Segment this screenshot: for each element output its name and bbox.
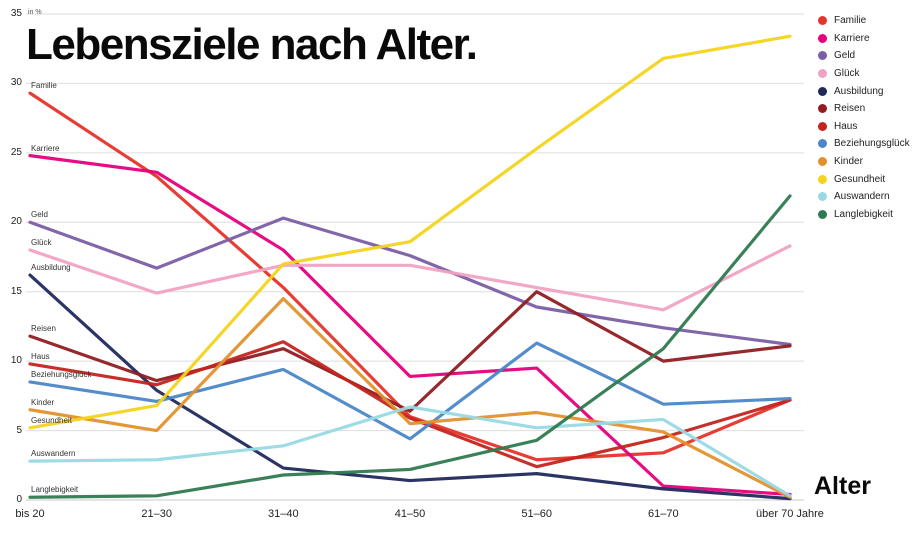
- legend-dot-gesundheit: [818, 174, 827, 184]
- legend-label: Auswandern: [834, 191, 890, 203]
- legend-item-familie: Familie: [818, 12, 910, 30]
- legend-dot-langlebigkeit: [818, 209, 827, 219]
- x-tick-1: 21–30: [141, 508, 172, 520]
- series-start-label-familie: Familie: [31, 81, 57, 91]
- y-tick-35: 35: [10, 8, 22, 19]
- legend-dot-karriere: [818, 33, 827, 43]
- series-start-label-reisen: Reisen: [31, 324, 56, 334]
- series-line-langlebigkeit: [28, 194, 792, 499]
- legend-label: Karriere: [834, 32, 870, 44]
- legend-item-reisen: Reisen: [818, 100, 910, 118]
- y-tick-25: 25: [10, 146, 22, 158]
- series-start-label-glück: Glück: [31, 238, 52, 248]
- legend-dot-kinder: [818, 157, 827, 167]
- legend-item-geld: Geld: [818, 47, 910, 65]
- series-start-label-haus: Haus: [31, 351, 50, 361]
- series-line-kinder: [28, 297, 792, 499]
- series-line-reisen: [28, 290, 792, 413]
- y-tick-5: 5: [16, 424, 22, 436]
- series-start-label-langlebigkeit: Langlebigkeit: [31, 485, 79, 495]
- series-line-glück: [28, 244, 792, 312]
- y-tick-10: 10: [10, 355, 22, 367]
- legend-dot-glück: [818, 69, 827, 79]
- legend-item-gesundheit: Gesundheit: [818, 170, 910, 188]
- series-line-karriere: [28, 154, 792, 497]
- y-tick-15: 15: [10, 285, 22, 297]
- legend: Familie Karriere Geld Glück Ausbildung Reisen…: [818, 12, 910, 223]
- series-start-label-gesundheit: Gesundheit: [31, 415, 72, 425]
- series-start-label-kinder: Kinder: [31, 397, 55, 407]
- legend-label: Langlebigkeit: [834, 208, 893, 220]
- legend-dot-reisen: [818, 104, 827, 114]
- legend-item-haus: Haus: [818, 118, 910, 136]
- legend-item-langlebigkeit: Langlebigkeit: [818, 206, 910, 224]
- series-line-auswandern: [28, 405, 792, 498]
- chart-title: Lebensziele nach Alter.: [26, 20, 478, 69]
- series-line-geld: [28, 216, 792, 347]
- legend-item-kinder: Kinder: [818, 153, 910, 171]
- legend-item-karriere: Karriere: [818, 30, 910, 48]
- legend-label: Gesundheit: [834, 173, 886, 185]
- legend-label: Reisen: [834, 103, 866, 115]
- legend-dot-beziehungsglück: [818, 139, 827, 149]
- legend-item-beziehungsglück: Beziehungsglück: [818, 135, 910, 153]
- legend-dot-auswandern: [818, 192, 827, 202]
- series-start-label-auswandern: Auswandern: [31, 449, 76, 459]
- y-tick-20: 20: [10, 216, 22, 228]
- series-line-beziehungsglück: [28, 341, 792, 441]
- x-tick-3: 41–50: [394, 508, 426, 520]
- legend-dot-familie: [818, 16, 827, 26]
- x-axis-title: Alter: [814, 472, 871, 500]
- series-start-label-ausbildung: Ausbildung: [31, 263, 71, 273]
- legend-dot-ausbildung: [818, 86, 827, 96]
- legend-dot-geld: [818, 51, 827, 61]
- series-start-label-geld: Geld: [31, 210, 48, 220]
- series-start-label-beziehungsglück: Beziehungsglück: [31, 369, 92, 379]
- x-tick-5: 61–70: [648, 508, 679, 520]
- legend-label: Kinder: [834, 156, 863, 168]
- x-tick-2: 31–40: [268, 508, 299, 520]
- y-tick-0: 0: [16, 494, 22, 505]
- series-line-gesundheit: [28, 34, 792, 430]
- legend-label: Geld: [834, 50, 856, 62]
- legend-item-ausbildung: Ausbildung: [818, 82, 910, 100]
- legend-label: Familie: [834, 15, 867, 27]
- x-tick-4: 51–60: [521, 508, 552, 520]
- series-line-haus: [28, 340, 792, 469]
- legend-item-auswandern: Auswandern: [818, 188, 910, 206]
- legend-label: Ausbildung: [834, 85, 884, 97]
- legend-label: Glück: [834, 68, 860, 80]
- y-tick-30: 30: [10, 77, 22, 89]
- legend-dot-haus: [818, 121, 827, 131]
- x-tick-0: bis 20: [15, 508, 45, 520]
- legend-label: Haus: [834, 120, 858, 132]
- y-axis-unit-label: in %: [28, 9, 42, 16]
- series-line-ausbildung: [28, 273, 792, 501]
- legend-item-glück: Glück: [818, 65, 910, 83]
- series-start-label-karriere: Karriere: [31, 143, 60, 153]
- x-tick-6: über 70 Jahre: [756, 508, 824, 520]
- legend-label: Beziehungsglück: [834, 138, 910, 150]
